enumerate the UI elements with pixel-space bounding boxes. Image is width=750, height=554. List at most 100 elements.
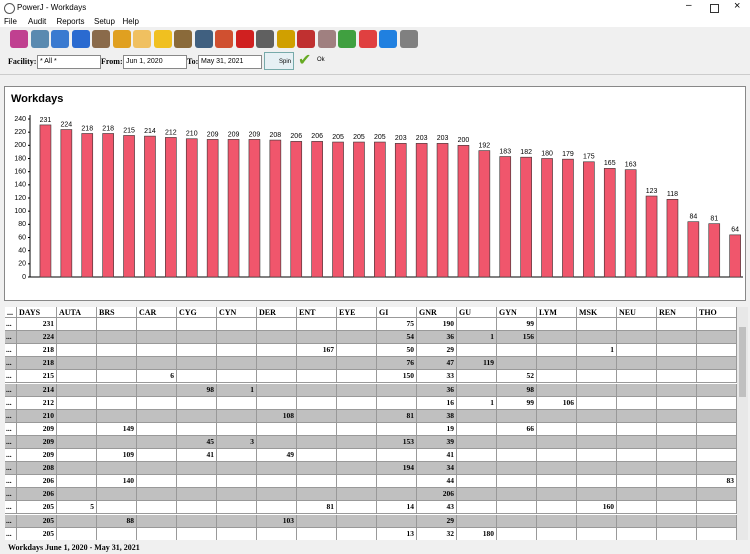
bar xyxy=(60,129,73,278)
table-cell xyxy=(97,488,137,502)
table-cell xyxy=(57,449,97,462)
menu-item[interactable]: Audit xyxy=(28,17,47,26)
y-tick-label: 80 xyxy=(18,221,26,228)
bar xyxy=(687,221,700,278)
tool-button[interactable] xyxy=(379,30,397,48)
table-cell xyxy=(137,475,177,489)
tool-button[interactable] xyxy=(276,30,295,48)
close[interactable]: × xyxy=(734,0,741,12)
column-header: MSK xyxy=(577,307,617,318)
table-cell xyxy=(257,475,297,489)
table-cell xyxy=(137,331,177,345)
table-cell xyxy=(257,344,297,358)
table-cell xyxy=(337,370,377,384)
maximize[interactable] xyxy=(710,4,719,13)
scroll-thumb[interactable] xyxy=(739,327,746,397)
menu-item[interactable]: Reports xyxy=(56,17,85,26)
tool-button[interactable] xyxy=(51,30,69,48)
ok-icon[interactable]: ✔ xyxy=(298,52,312,69)
value-label: 218 xyxy=(81,125,93,132)
table-cell xyxy=(137,462,177,476)
value-label: 231 xyxy=(40,117,52,124)
table-cell xyxy=(257,488,297,502)
table-cell xyxy=(457,501,497,515)
y-tick-label: 0 xyxy=(22,274,26,281)
from-date[interactable]: Jun 1, 2020 xyxy=(123,55,187,69)
table-cell xyxy=(457,462,497,476)
table-cell xyxy=(57,422,97,436)
tool-button[interactable] xyxy=(133,30,151,48)
window-title: PowerJ - Workdays xyxy=(17,3,87,12)
table-cell xyxy=(257,462,297,476)
tool-button[interactable] xyxy=(256,30,274,48)
tool-button[interactable] xyxy=(112,30,131,48)
facility-select[interactable]: * All * xyxy=(37,55,101,69)
tool-button[interactable] xyxy=(194,30,213,48)
bar xyxy=(729,234,741,278)
table-cell xyxy=(97,344,137,358)
table-cell: 194 xyxy=(377,462,417,476)
y-tick-label: 120 xyxy=(14,195,26,202)
tool-button[interactable] xyxy=(235,30,254,48)
from-label: From: xyxy=(101,57,123,66)
tool-button[interactable] xyxy=(71,30,90,48)
table-cell: 190 xyxy=(417,318,457,331)
table-cell xyxy=(57,357,97,371)
table-cell xyxy=(97,501,137,515)
tool-button[interactable] xyxy=(338,30,356,48)
bar xyxy=(311,141,323,278)
tool-button[interactable] xyxy=(30,30,49,48)
table-cell: 209 xyxy=(17,422,57,436)
table-cell xyxy=(137,357,177,371)
row-marker: ... xyxy=(5,370,17,384)
row-marker: ... xyxy=(5,488,17,502)
table-cell xyxy=(497,514,537,528)
bar xyxy=(374,141,386,278)
tool-button[interactable] xyxy=(153,30,172,48)
title-bar: PowerJ - Workdays – × xyxy=(0,0,750,15)
spin-button[interactable]: Spin xyxy=(264,52,294,70)
table-cell xyxy=(497,357,537,371)
table-cell xyxy=(697,435,737,449)
table-cell xyxy=(57,383,97,397)
table-cell xyxy=(537,383,577,397)
table-cell xyxy=(697,357,737,371)
to-date[interactable]: May 31, 2021 xyxy=(198,55,262,69)
bar xyxy=(102,133,114,278)
table-cell xyxy=(337,514,377,528)
scrollbar[interactable] xyxy=(737,307,748,540)
table-cell xyxy=(657,462,697,476)
table-cell: 106 xyxy=(537,396,577,410)
table-cell: 205 xyxy=(17,501,57,515)
chart-title: Workdays xyxy=(11,93,63,105)
row-marker: ... xyxy=(5,435,17,449)
row-marker: ... xyxy=(5,422,17,436)
tool-button[interactable] xyxy=(10,30,28,48)
tool-button[interactable] xyxy=(215,30,233,48)
tool-button[interactable] xyxy=(317,30,336,48)
table-cell: 98 xyxy=(497,383,537,397)
table-cell xyxy=(297,370,337,384)
ok-label[interactable]: Ok xyxy=(317,57,325,63)
table-cell xyxy=(697,331,737,345)
table-cell xyxy=(57,396,97,410)
tool-button[interactable] xyxy=(399,30,418,48)
tool-button[interactable] xyxy=(297,30,315,48)
table-cell xyxy=(137,383,177,397)
bar xyxy=(562,158,574,278)
table-cell xyxy=(137,396,177,410)
table-cell xyxy=(57,514,97,528)
menu-item[interactable]: File xyxy=(4,17,17,26)
bar xyxy=(165,137,177,278)
minimize[interactable]: – xyxy=(686,0,692,11)
bar xyxy=(645,195,658,278)
menu-item[interactable]: Help xyxy=(122,17,139,26)
tool-button[interactable] xyxy=(174,30,192,48)
table-cell xyxy=(537,370,577,384)
tool-button[interactable] xyxy=(358,30,377,48)
tool-button[interactable] xyxy=(92,30,110,48)
table-cell: 14 xyxy=(377,501,417,515)
menu-item[interactable]: Setup xyxy=(94,17,115,26)
table-cell: 38 xyxy=(417,409,457,423)
